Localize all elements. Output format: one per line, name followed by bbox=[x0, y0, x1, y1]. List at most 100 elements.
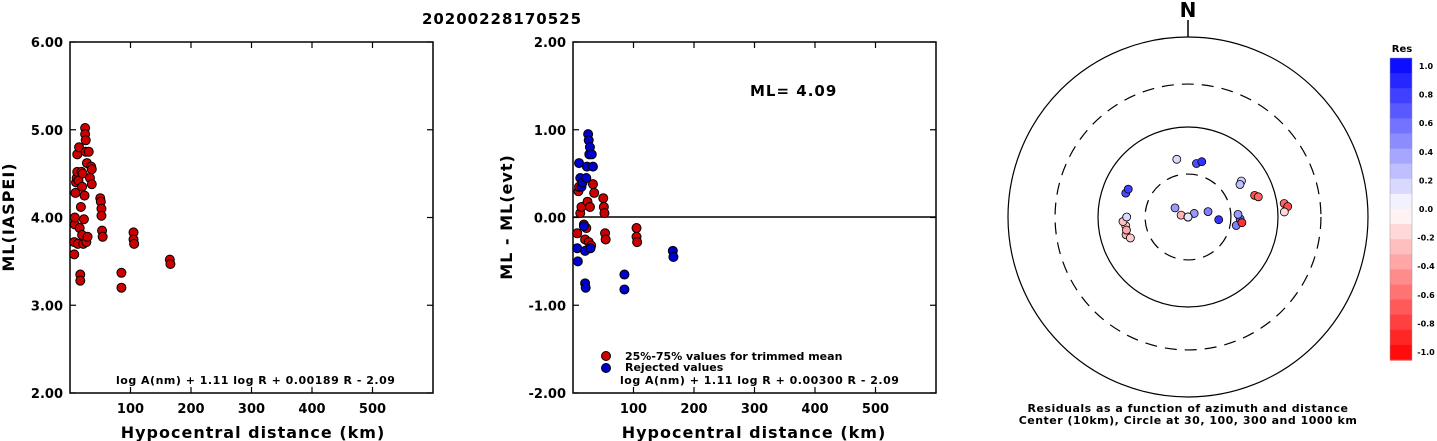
ml-vs-distance-panel: Hypocentral distance (km) ML(IASPEI) log… bbox=[0, 36, 434, 441]
data-point bbox=[586, 149, 597, 160]
x-tick-label: 400 bbox=[801, 402, 828, 417]
data-point bbox=[79, 190, 90, 201]
station-marker bbox=[1235, 180, 1245, 189]
data-point bbox=[86, 164, 97, 175]
colorbar-cell bbox=[1390, 148, 1412, 165]
x-tick-label: 500 bbox=[862, 402, 889, 417]
colorbar: 1.0 0.8 0.6 0.4 0.2 0.0 -0.2 -0.4 -0.6 -0.8 -1.0 bbox=[1389, 57, 1435, 361]
colorbar-cell bbox=[1390, 344, 1412, 361]
colorbar-cell bbox=[1390, 224, 1412, 240]
colorbar-cell bbox=[1390, 133, 1412, 150]
data-point bbox=[116, 282, 127, 293]
distance-circle-1000km bbox=[1007, 36, 1369, 398]
caption-line-2: Center (10km), Circle at 30, 100, 300 an… bbox=[1019, 414, 1358, 427]
y-tick-label: 5.00 bbox=[31, 124, 63, 139]
data-point bbox=[572, 228, 583, 239]
distance-circles bbox=[1007, 36, 1369, 398]
y-tick-label: 4.00 bbox=[31, 212, 63, 227]
x-axis-label: Hypocentral distance (km) bbox=[121, 423, 386, 441]
colorbar-tick-label: 0.6 bbox=[1419, 119, 1434, 128]
data-point bbox=[631, 223, 642, 234]
colorbar-tick-label: 0.8 bbox=[1419, 91, 1434, 100]
y-tick-label: 2.00 bbox=[31, 387, 63, 402]
data-point bbox=[578, 221, 589, 232]
data-point bbox=[70, 187, 81, 198]
colorbar-tick-label: 0.2 bbox=[1419, 176, 1433, 185]
colorbar-tick-label: 0.4 bbox=[1419, 148, 1434, 157]
colorbar-tick-label: -1.0 bbox=[1417, 348, 1435, 357]
data-point bbox=[75, 201, 86, 212]
data-point bbox=[599, 208, 610, 219]
station-marker bbox=[1122, 212, 1132, 222]
x-tick-label: 300 bbox=[238, 402, 265, 417]
figure-title: 20200228170525 bbox=[422, 10, 582, 28]
data-point bbox=[589, 187, 600, 198]
data-point bbox=[82, 231, 93, 242]
y-axis-label: ML(IASPEI) bbox=[0, 162, 18, 271]
tick-group: 100 200 300 400 500 -2.00 -1.00 0.00 1.00 2.00 bbox=[529, 36, 936, 417]
data-point bbox=[587, 161, 598, 172]
data-point bbox=[581, 173, 592, 184]
colorbar-tick-label: -0.6 bbox=[1417, 291, 1435, 300]
residual-vs-distance-panel: Hypocentral distance (km) ML - ML(evt) M… bbox=[497, 36, 937, 441]
colorbar-cell bbox=[1390, 314, 1412, 331]
colorbar-tick-label: -0.4 bbox=[1417, 262, 1435, 271]
distance-circle-100km bbox=[1097, 126, 1279, 308]
data-point bbox=[77, 168, 88, 179]
data-point bbox=[78, 214, 89, 225]
colorbar-frame bbox=[1389, 57, 1413, 361]
data-point bbox=[598, 193, 609, 204]
data-point bbox=[69, 249, 80, 260]
colorbar-cell bbox=[1390, 209, 1412, 225]
station-marker bbox=[1123, 184, 1133, 194]
data-point bbox=[585, 243, 596, 254]
y-tick-label: 6.00 bbox=[31, 36, 63, 51]
legend-label-trimmed: 25%-75% values for trimmed mean bbox=[625, 350, 842, 363]
data-point bbox=[69, 212, 80, 223]
station-marker bbox=[1172, 154, 1182, 164]
station-group bbox=[1118, 154, 1293, 243]
data-point bbox=[619, 284, 630, 295]
data-point bbox=[86, 179, 97, 190]
colorbar-cell bbox=[1390, 103, 1412, 119]
colorbar-cell bbox=[1390, 178, 1412, 195]
legend-marker-trimmed bbox=[601, 351, 611, 361]
x-tick-label: 200 bbox=[177, 402, 204, 417]
ml-annotation: ML= 4.09 bbox=[750, 82, 837, 100]
y-tick-label: 1.00 bbox=[534, 124, 566, 139]
colorbar-cell bbox=[1390, 118, 1412, 135]
x-axis-label: Hypocentral distance (km) bbox=[622, 423, 887, 441]
data-point bbox=[572, 256, 583, 267]
north-label: N bbox=[1180, 0, 1197, 22]
colorbar-cell bbox=[1390, 254, 1412, 270]
data-point bbox=[96, 210, 107, 221]
colorbar-tick-label: 1.0 bbox=[1419, 62, 1434, 71]
data-point bbox=[83, 146, 94, 157]
distance-circle-300km bbox=[1054, 83, 1322, 351]
station-marker bbox=[1279, 207, 1289, 217]
colorbar-tick-label: 0.0 bbox=[1419, 205, 1434, 214]
x-tick-label: 500 bbox=[359, 402, 386, 417]
caption-line-1: Residuals as a function of azimuth and d… bbox=[1028, 402, 1349, 415]
x-tick-label: 100 bbox=[117, 402, 144, 417]
data-point bbox=[165, 259, 176, 270]
station-marker bbox=[1214, 215, 1224, 225]
x-tick-label: 300 bbox=[741, 402, 768, 417]
colorbar-cell bbox=[1390, 269, 1412, 286]
data-point bbox=[75, 275, 86, 286]
y-tick-label: 3.00 bbox=[31, 299, 63, 314]
station-marker bbox=[1197, 157, 1207, 167]
station-marker bbox=[1253, 192, 1263, 202]
data-point bbox=[129, 238, 140, 249]
station-marker bbox=[1183, 212, 1193, 222]
y-tick-label: -1.00 bbox=[529, 299, 566, 314]
tick-group: 100 200 300 400 500 2.00 3.00 4.00 5.00 6.00 bbox=[31, 36, 433, 417]
legend-marker-rejected bbox=[601, 363, 611, 373]
colorbar-cell bbox=[1390, 239, 1412, 255]
data-point bbox=[619, 269, 630, 280]
y-tick-label: 0.00 bbox=[534, 212, 566, 227]
colorbar-cell bbox=[1390, 193, 1412, 210]
colorbar-tick-label: -0.2 bbox=[1417, 234, 1435, 243]
data-point bbox=[668, 251, 679, 262]
